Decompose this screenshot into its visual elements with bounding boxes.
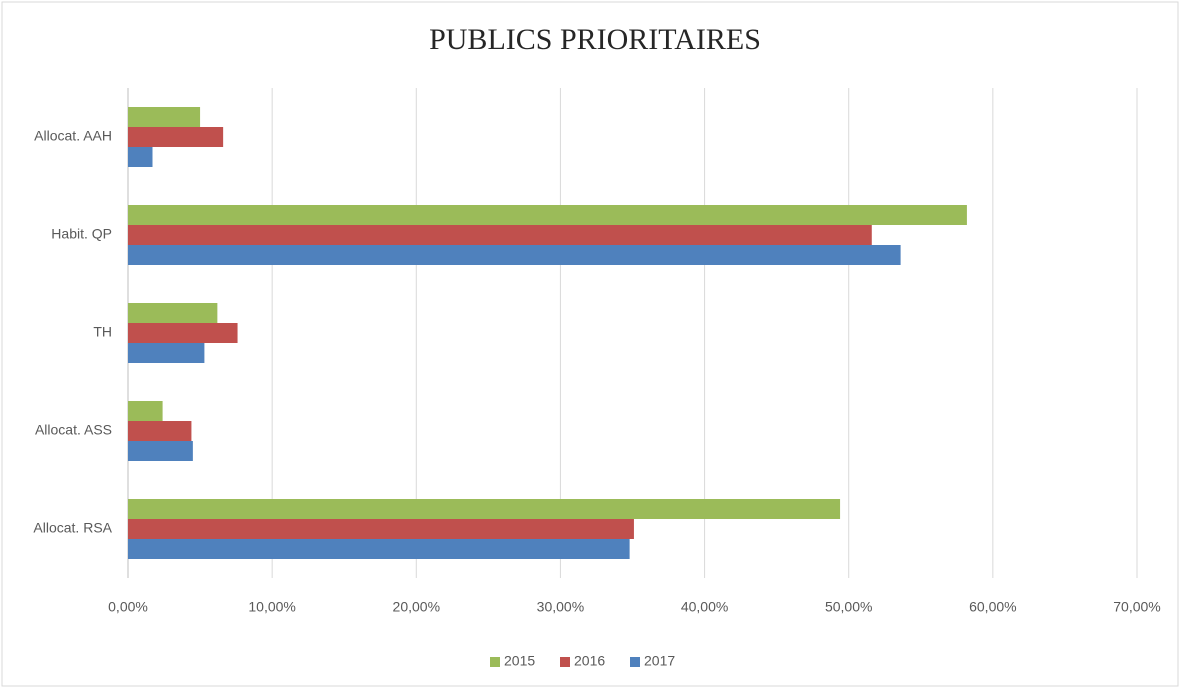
legend-swatch: [560, 657, 570, 667]
bar: [128, 519, 634, 539]
legend-swatch: [630, 657, 640, 667]
bar: [128, 225, 872, 245]
bar: [128, 441, 193, 461]
bar: [128, 401, 163, 421]
bar: [128, 539, 630, 559]
bar: [128, 323, 238, 343]
bar: [128, 245, 901, 265]
legend-label: 2016: [574, 653, 605, 669]
bar: [128, 303, 218, 323]
x-tick-label: 60,00%: [969, 599, 1016, 615]
y-tick-label: Allocat. RSA: [33, 520, 112, 536]
chart-title: PUBLICS PRIORITAIRES: [429, 23, 761, 56]
bar: [128, 127, 224, 147]
y-tick-label: Allocat. AAH: [34, 128, 112, 144]
x-tick-label: 10,00%: [248, 599, 295, 615]
y-tick-label: Habit. QP: [51, 226, 112, 242]
x-tick-label: 50,00%: [825, 599, 872, 615]
legend-label: 2017: [644, 653, 675, 669]
bar: [128, 499, 841, 519]
bar: [128, 421, 192, 441]
legend-swatch: [490, 657, 500, 667]
bar: [128, 205, 967, 225]
bar: [128, 343, 205, 363]
bar: [128, 147, 153, 167]
x-tick-label: 70,00%: [1113, 599, 1160, 615]
x-tick-label: 30,00%: [537, 599, 584, 615]
bar: [128, 107, 201, 127]
x-tick-label: 40,00%: [681, 599, 728, 615]
y-tick-label: Allocat. ASS: [35, 422, 112, 438]
x-tick-label: 0,00%: [108, 599, 148, 615]
legend-label: 2015: [504, 653, 535, 669]
x-tick-label: 20,00%: [393, 599, 440, 615]
y-tick-label: TH: [93, 324, 112, 340]
